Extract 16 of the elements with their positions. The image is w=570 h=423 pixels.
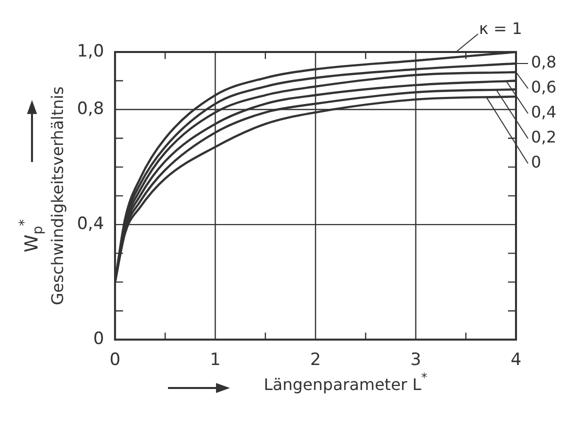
legend-label: 0 (531, 152, 542, 172)
x-tick-label: 4 (510, 350, 522, 370)
y-tick-label: 1,0 (76, 41, 104, 62)
series-label: κ = 1 (479, 19, 522, 38)
x-tick-label: 0 (110, 350, 120, 370)
y-tick-label: 0 (93, 329, 104, 350)
x-tick-label: 2 (310, 350, 321, 370)
series-label: 0,4 (531, 102, 556, 122)
legend-label: 0,2 (531, 128, 556, 147)
legend-label: 0,6 (531, 78, 556, 97)
y-tick-label: 0,4 (76, 214, 104, 234)
x-axis-title: Längenparameter L* (264, 370, 428, 394)
y-tick-label: 0,8 (76, 98, 104, 119)
x-tick-label: 1 (210, 350, 221, 370)
x-tick-label: 3 (410, 350, 422, 370)
legend-label: 0,8 (531, 52, 556, 72)
